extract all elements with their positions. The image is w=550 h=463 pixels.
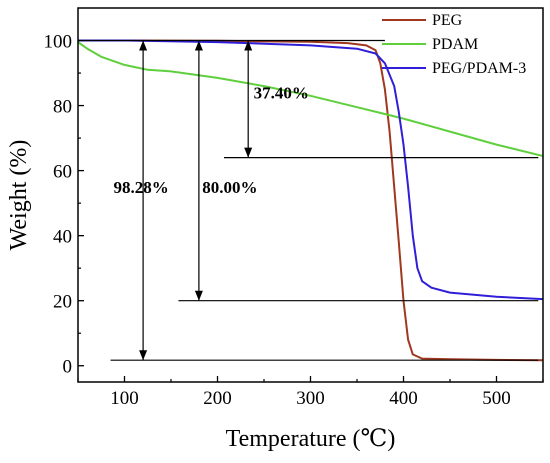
arrowhead-down-0 [244, 147, 253, 158]
annotation-label-0: 37.40% [254, 84, 309, 103]
x-tick-label: 300 [296, 388, 325, 409]
annotation-label-1: 80.00% [202, 178, 257, 197]
x-tick-label: 200 [203, 388, 232, 409]
axis-ticks: 100 200 300 400 500 0 20 40 60 80 100 [44, 32, 544, 409]
x-tick-label: 100 [110, 388, 139, 409]
arrowhead-up-2 [139, 40, 148, 51]
y-tick-label: 0 [63, 357, 73, 378]
x-tick-label: 500 [482, 388, 511, 409]
legend: PEG PDAM PEG/PDAM-3 [382, 12, 526, 77]
y-tick-label: 100 [44, 32, 73, 53]
legend-label-peg: PEG [432, 12, 463, 29]
y-tick-label: 80 [53, 97, 72, 118]
series-line-pdam [78, 41, 543, 157]
arrowhead-down-2 [139, 350, 148, 361]
x-tick-label: 400 [389, 388, 418, 409]
y-tick-label: 60 [53, 162, 72, 183]
legend-label-pdam: PDAM [432, 36, 478, 53]
reference-lines [82, 39, 539, 361]
x-axis-title: Temperature (℃) [226, 426, 396, 452]
y-axis-title: Weight (%) [6, 140, 32, 251]
annotations: 37.40% 80.00% 98.28% [113, 40, 309, 361]
y-tick-label: 20 [53, 292, 72, 313]
arrowhead-up-1 [194, 40, 203, 51]
series-line-peg [78, 39, 543, 362]
data-curves [78, 39, 543, 362]
y-tick-label: 40 [53, 227, 72, 248]
arrowhead-up-0 [244, 40, 253, 51]
series-line-peg-pdam-3 [78, 39, 543, 301]
legend-label-peg-pdam-3: PEG/PDAM-3 [432, 60, 526, 77]
annotation-label-2: 98.28% [113, 178, 168, 197]
arrowhead-down-1 [194, 290, 203, 301]
